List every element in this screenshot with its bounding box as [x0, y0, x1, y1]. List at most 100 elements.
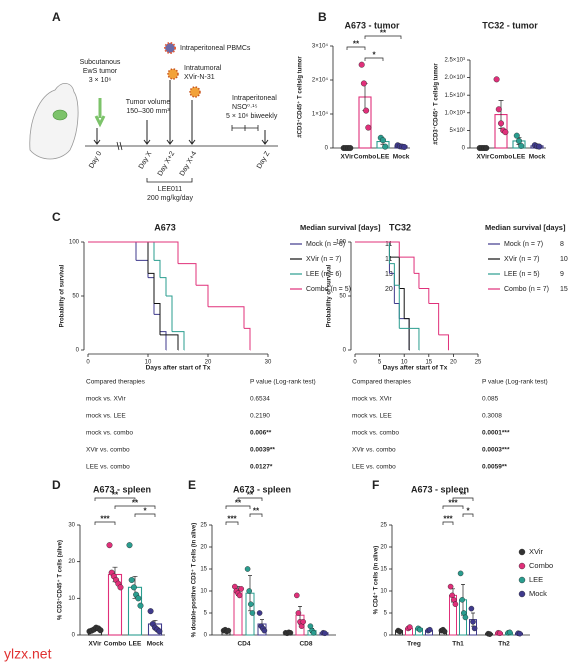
y-tick-label: 0: [384, 633, 388, 639]
table-cell: mock vs. combo: [352, 430, 399, 437]
y-tick-label: 30: [68, 523, 75, 529]
survival-step: [355, 241, 400, 258]
survival-step: [136, 259, 149, 278]
data-point: [247, 601, 254, 608]
x-tick-label: 10: [145, 360, 152, 366]
y-tick-label: 10: [68, 596, 75, 602]
x-tick-label: CD4: [237, 641, 250, 648]
data-point: [156, 628, 163, 635]
y-tick-label: 0: [204, 633, 208, 639]
survival-step: [418, 287, 430, 304]
survival-step: [399, 318, 410, 350]
legend-swatch: [518, 562, 526, 570]
x-tick-label: XVir: [341, 154, 354, 161]
significance-bracket: [237, 497, 263, 501]
data-point: [462, 614, 469, 621]
x-tick-label: 0: [353, 360, 357, 366]
schematic-text: 200 mg/kg/day: [147, 195, 193, 202]
legend-swatch: [518, 548, 526, 556]
day-label: Day X+2: [157, 150, 177, 177]
schematic-text: Subcutanous: [80, 59, 121, 66]
pbmc-icon: [164, 42, 176, 54]
y-tick-label: 3×10⁴: [312, 43, 329, 50]
table-cell: 0.3008: [482, 413, 502, 420]
data-point: [287, 630, 294, 636]
x-tick-label: LEE: [377, 154, 390, 161]
data-point: [135, 595, 142, 602]
survival-step: [399, 287, 405, 319]
survival-step: [394, 284, 400, 329]
median-survival: 10: [560, 256, 568, 263]
panel-label: F: [372, 478, 379, 492]
survival-step: [160, 331, 167, 350]
drug-bracket: [146, 178, 193, 183]
data-point: [426, 626, 433, 633]
x-tick-label: LEE: [513, 154, 526, 161]
significance-bracket: [225, 505, 251, 509]
legend-title: Median survival [days]: [485, 223, 566, 232]
data-point: [321, 630, 328, 637]
arrow-head: [93, 139, 269, 145]
data-point: [470, 619, 476, 625]
table-cell: LEE vs. combo: [86, 464, 130, 471]
data-point: [363, 107, 370, 114]
table-cell: 0.085: [482, 396, 499, 403]
watermark: ylzx.net: [4, 646, 52, 662]
day-label: Day 0: [88, 150, 103, 169]
x-axis-label: Days after start of Tx: [146, 365, 211, 372]
data-point: [457, 570, 464, 577]
data-point: [493, 76, 500, 83]
data-point: [517, 630, 523, 637]
x-axis-label: Days after start of Tx: [383, 365, 448, 372]
y-axis-label: % CD3⁺CD45⁺ T cells (alive): [57, 540, 64, 620]
syringe: [94, 98, 106, 128]
y-tick-label: 25: [200, 523, 207, 529]
data-point: [468, 605, 475, 612]
legend-label: XVir: [529, 547, 544, 556]
significance-label: **: [235, 499, 242, 508]
significance-bracket: [442, 505, 464, 509]
x-tick-label: Th1: [452, 641, 464, 648]
survival-step: [196, 284, 209, 307]
schematic-text: Tumor volume: [126, 99, 171, 106]
survival-step: [88, 241, 179, 264]
y-tick-label: 5: [384, 611, 388, 617]
mouse: [29, 83, 79, 160]
data-point: [506, 629, 513, 636]
schematic-text: Intraperitoneal PBMCs: [180, 45, 251, 52]
legend-label: Mock (n = 7): [504, 241, 543, 248]
significance-label: **: [247, 491, 254, 500]
y-tick-label: 5×10²: [449, 128, 465, 134]
data-point: [347, 144, 354, 151]
survival-step: [88, 241, 155, 261]
schematic-text: 5 × 10⁶ biweekly: [226, 113, 278, 120]
table-cell: 0.6534: [250, 396, 270, 403]
survival-step: [160, 277, 167, 296]
survival-step: [178, 263, 197, 286]
legend-label: Combo: [529, 561, 553, 570]
survival-step: [399, 256, 415, 274]
x-tick-label: 15: [425, 360, 432, 366]
legend-title: Median survival [days]: [300, 223, 381, 232]
y-tick-label: 50: [339, 294, 346, 300]
significance-label: **: [132, 499, 139, 508]
significance-bracket: [364, 57, 384, 61]
x-tick-label: 5: [378, 360, 382, 366]
table-cell: 0.0059**: [482, 464, 507, 471]
x-tick-label: 0: [86, 360, 90, 366]
schematic-text: XVir-N-31: [184, 74, 215, 81]
schematic-text: 150–300 mm³: [126, 108, 170, 115]
significance-bracket: [114, 505, 156, 509]
y-tick-label: 20: [200, 545, 207, 551]
data-point: [447, 583, 454, 590]
data-point: [106, 542, 113, 549]
y-tick-label: 20: [380, 545, 387, 551]
legend-label: XVir (n = 7): [504, 256, 539, 263]
chart-title: A673 - spleen: [411, 484, 469, 494]
y-tick-label: 0: [72, 633, 76, 639]
table-cell: XVir vs. combo: [86, 447, 130, 454]
data-point: [238, 586, 244, 592]
legend-label: XVir (n = 7): [306, 256, 341, 263]
median-survival: 8: [560, 241, 564, 248]
chart-title: TC32 - tumor: [482, 20, 538, 30]
